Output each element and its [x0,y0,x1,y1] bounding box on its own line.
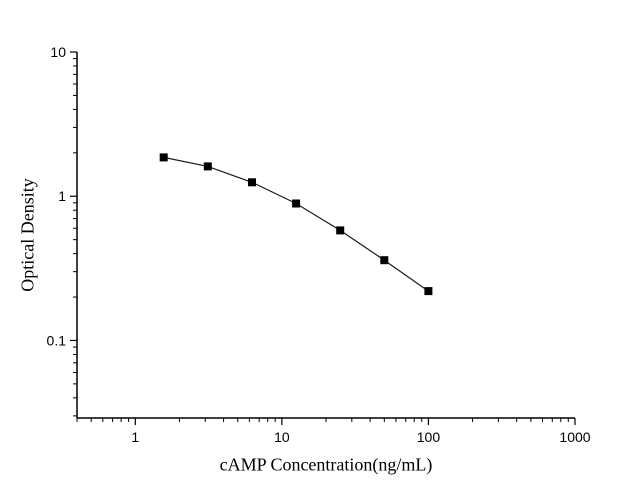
x-tick-label: 10 [274,429,290,445]
x-tick-label: 1000 [559,429,590,445]
data-point-marker [248,178,256,187]
data-point-marker [203,162,212,171]
data-point-marker [424,287,433,296]
y-tick-label: 10 [50,44,66,60]
series-line [163,156,429,292]
y-tick-label: 0.1 [47,332,67,348]
y-tick-label: 1 [58,188,66,204]
data-point-marker [336,226,345,235]
x-tick-label: 1 [131,429,139,445]
x-tick-label: 100 [417,429,441,445]
data-point-marker [380,256,389,265]
data-point-marker [292,199,301,208]
data-point-marker [159,153,168,162]
